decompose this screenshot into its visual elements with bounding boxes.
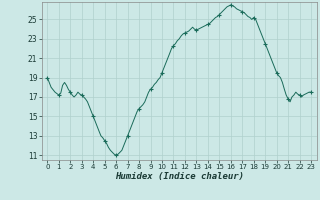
X-axis label: Humidex (Indice chaleur): Humidex (Indice chaleur)	[115, 172, 244, 181]
